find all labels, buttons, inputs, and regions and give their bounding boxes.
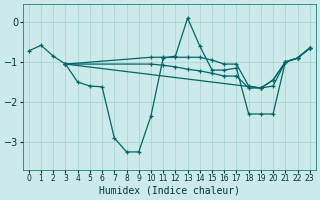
X-axis label: Humidex (Indice chaleur): Humidex (Indice chaleur) [99,186,240,196]
